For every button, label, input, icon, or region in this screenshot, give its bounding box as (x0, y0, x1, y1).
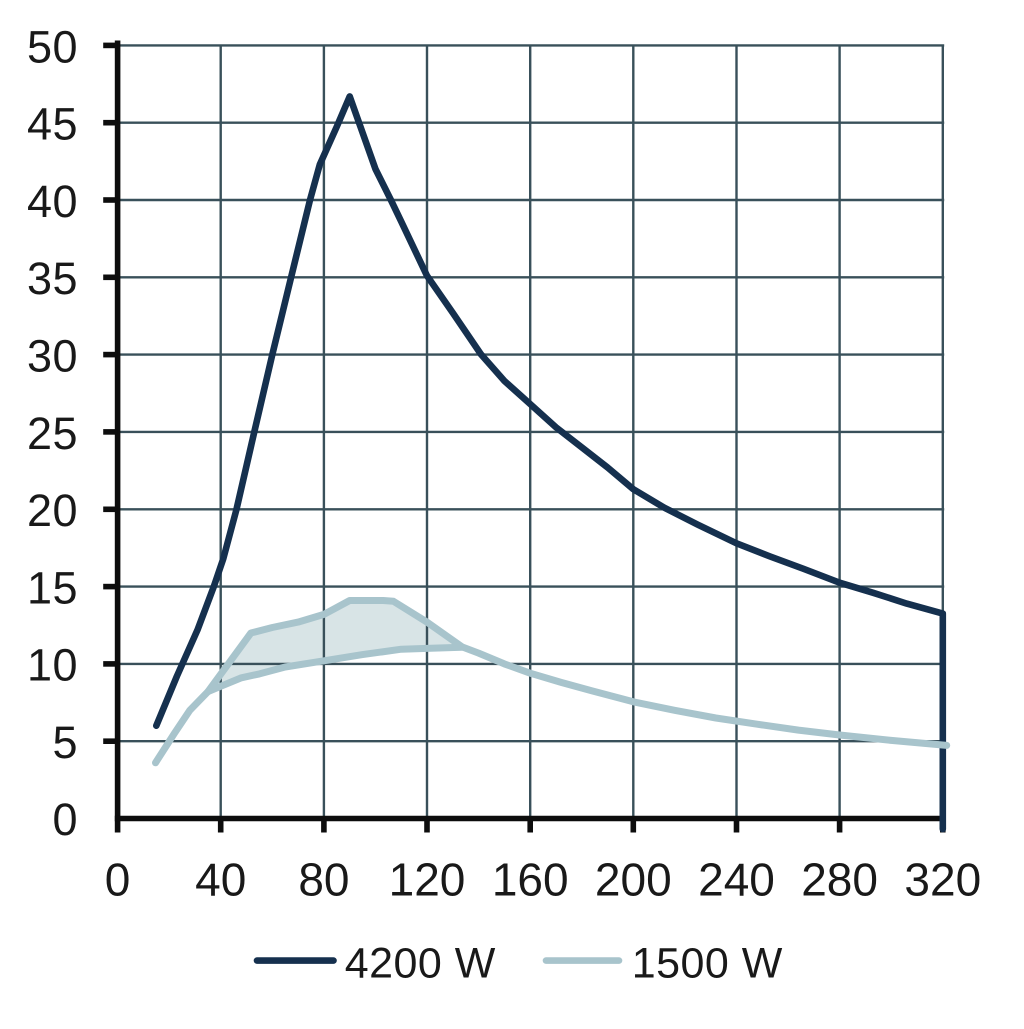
svg-text:0: 0 (105, 854, 131, 906)
svg-text:20: 20 (27, 485, 78, 536)
svg-text:4200 W: 4200 W (345, 940, 496, 988)
svg-text:320: 320 (904, 854, 981, 906)
svg-text:30: 30 (27, 331, 78, 382)
svg-text:40: 40 (195, 854, 246, 906)
svg-text:40: 40 (27, 176, 78, 227)
svg-text:120: 120 (389, 854, 466, 906)
svg-text:280: 280 (801, 854, 878, 906)
svg-text:1500 W: 1500 W (632, 940, 783, 988)
svg-text:10: 10 (27, 640, 78, 691)
svg-text:80: 80 (298, 854, 349, 906)
svg-text:160: 160 (492, 854, 569, 906)
svg-text:15: 15 (27, 562, 78, 613)
svg-text:45: 45 (27, 99, 78, 150)
svg-text:200: 200 (595, 854, 672, 906)
svg-text:0: 0 (52, 794, 78, 845)
svg-text:240: 240 (698, 854, 775, 906)
svg-text:5: 5 (52, 717, 78, 768)
svg-text:35: 35 (27, 253, 78, 304)
svg-text:50: 50 (27, 21, 78, 72)
svg-text:25: 25 (27, 408, 78, 459)
